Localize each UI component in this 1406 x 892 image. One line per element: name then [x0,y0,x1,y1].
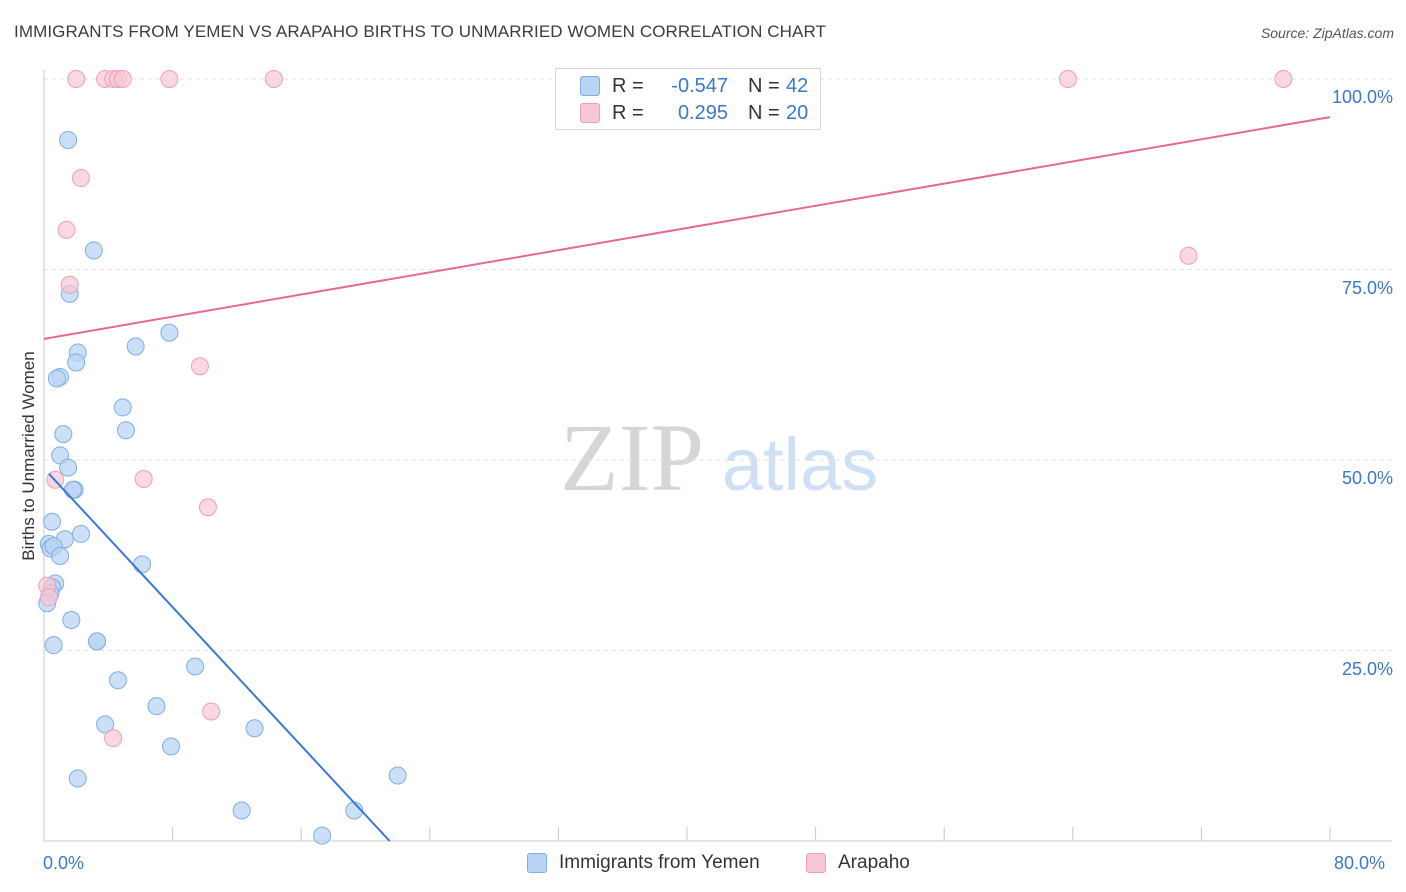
data-point-arapaho [198,498,217,517]
series-legend: Immigrants from Yemen Arapaho [0,852,1406,878]
data-point-yemen [160,323,179,342]
chart-title: IMMIGRANTS FROM YEMEN VS ARAPAHO BIRTHS … [14,22,827,41]
data-point-yemen [96,715,115,734]
data-point-arapaho [1179,246,1198,265]
data-point-yemen [108,671,127,690]
series-yemen-points [38,130,407,845]
source-label: Source: ZipAtlas.com [1260,25,1394,41]
data-point-yemen [113,398,132,417]
legend-row-yemen: R = -0.547 N = 42 [580,73,808,99]
legend-swatch-arapaho [806,853,826,873]
data-point-yemen [84,241,103,260]
trend-lines [43,116,1331,842]
series-legend-yemen[interactable]: Immigrants from Yemen [527,852,760,874]
legend-n-label: N = [748,101,780,124]
data-point-yemen [63,480,82,499]
series-legend-label: Immigrants from Yemen [559,852,760,873]
x-tick-label-max: 80.0% [1334,853,1386,873]
legend-row-arapaho: R = 0.295 N = 20 [580,100,808,126]
legend-swatch-arapaho [580,103,600,123]
series-legend-arapaho[interactable]: Arapaho [806,852,910,874]
legend-n-label: N = [748,74,780,97]
gridlines [44,78,1392,651]
data-point-yemen [161,737,180,756]
legend-n-value: 20 [786,101,809,124]
data-point-yemen [88,632,107,651]
y-tick-label: 25.0% [1341,658,1393,679]
legend-swatch-yemen [527,853,547,873]
data-point-arapaho [264,70,283,88]
data-point-arapaho [113,70,132,88]
watermark-atlas: atlas [722,423,878,506]
legend-r-value: -0.547 [671,74,728,97]
data-point-yemen [54,425,73,444]
legend-r-label: R = [612,101,644,124]
data-point-yemen [47,369,66,388]
legend-n-value: 42 [786,74,809,97]
data-point-yemen [232,801,251,820]
y-tick-label: 50.0% [1341,468,1393,488]
correlation-legend: R = -0.547 N = 42 R = 0.295 N = 20 [555,68,821,130]
data-point-arapaho [39,588,58,607]
data-point-yemen [62,611,81,630]
data-point-arapaho [104,729,123,748]
data-point-yemen [126,337,145,356]
data-point-arapaho [190,357,209,376]
legend-r-value: 0.295 [677,101,728,124]
y-tick-label: 100.0% [1331,87,1393,107]
data-point-arapaho [1058,70,1077,88]
x-tick-label-min: 0.0% [43,853,85,873]
data-point-yemen [133,555,152,574]
data-point-arapaho [134,470,153,489]
data-point-arapaho [57,220,76,239]
data-point-yemen [147,697,166,716]
data-point-yemen [67,353,86,372]
data-point-yemen [68,769,87,788]
data-point-arapaho [1274,70,1293,88]
data-point-yemen [388,766,407,785]
data-point-yemen [44,636,63,655]
data-point-yemen [71,524,90,543]
data-point-yemen [59,458,78,477]
data-point-yemen [59,130,78,149]
data-point-arapaho [67,70,86,88]
legend-r-label: R = [612,74,644,97]
data-point-yemen [313,826,332,845]
axes [43,70,1392,842]
data-point-yemen [116,421,135,440]
data-point-yemen [186,657,205,676]
data-point-arapaho [202,702,221,721]
trend-line-arapaho [43,116,1331,340]
legend-swatch-yemen [580,76,600,96]
data-point-arapaho [160,70,179,88]
watermark: ZIP atlas [560,404,878,511]
data-point-arapaho [71,169,90,188]
data-point-yemen [245,719,264,738]
trend-line-yemen [48,473,391,842]
watermark-zip: ZIP [560,404,704,511]
data-point-arapaho [60,275,79,294]
y-tick-label: 75.0% [1341,277,1393,298]
series-legend-label: Arapaho [838,852,910,873]
data-point-yemen [43,512,62,531]
data-point-yemen [51,547,70,566]
series-arapaho-points [38,70,1293,748]
